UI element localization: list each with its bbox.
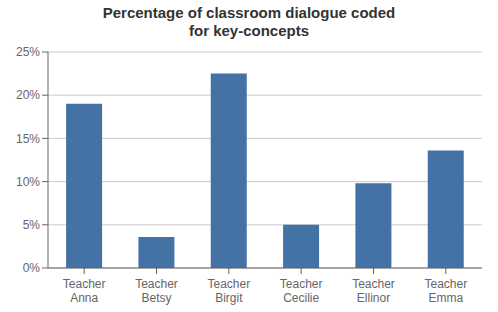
svg-text:15%: 15% bbox=[16, 132, 40, 146]
svg-text:TeacherEllinor: TeacherEllinor bbox=[352, 277, 395, 305]
svg-text:TeacherCecilie: TeacherCecilie bbox=[280, 277, 323, 305]
svg-text:10%: 10% bbox=[16, 175, 40, 189]
svg-text:TeacherEmma: TeacherEmma bbox=[424, 277, 467, 305]
svg-text:0%: 0% bbox=[23, 261, 41, 275]
svg-text:25%: 25% bbox=[16, 45, 40, 59]
html-text:for key-concepts: for key-concepts bbox=[189, 22, 309, 39]
svg-text:TeacherBetsy: TeacherBetsy bbox=[135, 277, 178, 305]
svg-text:5%: 5% bbox=[23, 218, 41, 232]
svg-text:TeacherBirgit: TeacherBirgit bbox=[207, 277, 250, 305]
svg-text:TeacherAnna: TeacherAnna bbox=[63, 277, 106, 305]
html-text:Percentage of classroom dialog: Percentage of classroom dialogue coded bbox=[102, 4, 396, 21]
svg-text:20%: 20% bbox=[16, 88, 40, 102]
